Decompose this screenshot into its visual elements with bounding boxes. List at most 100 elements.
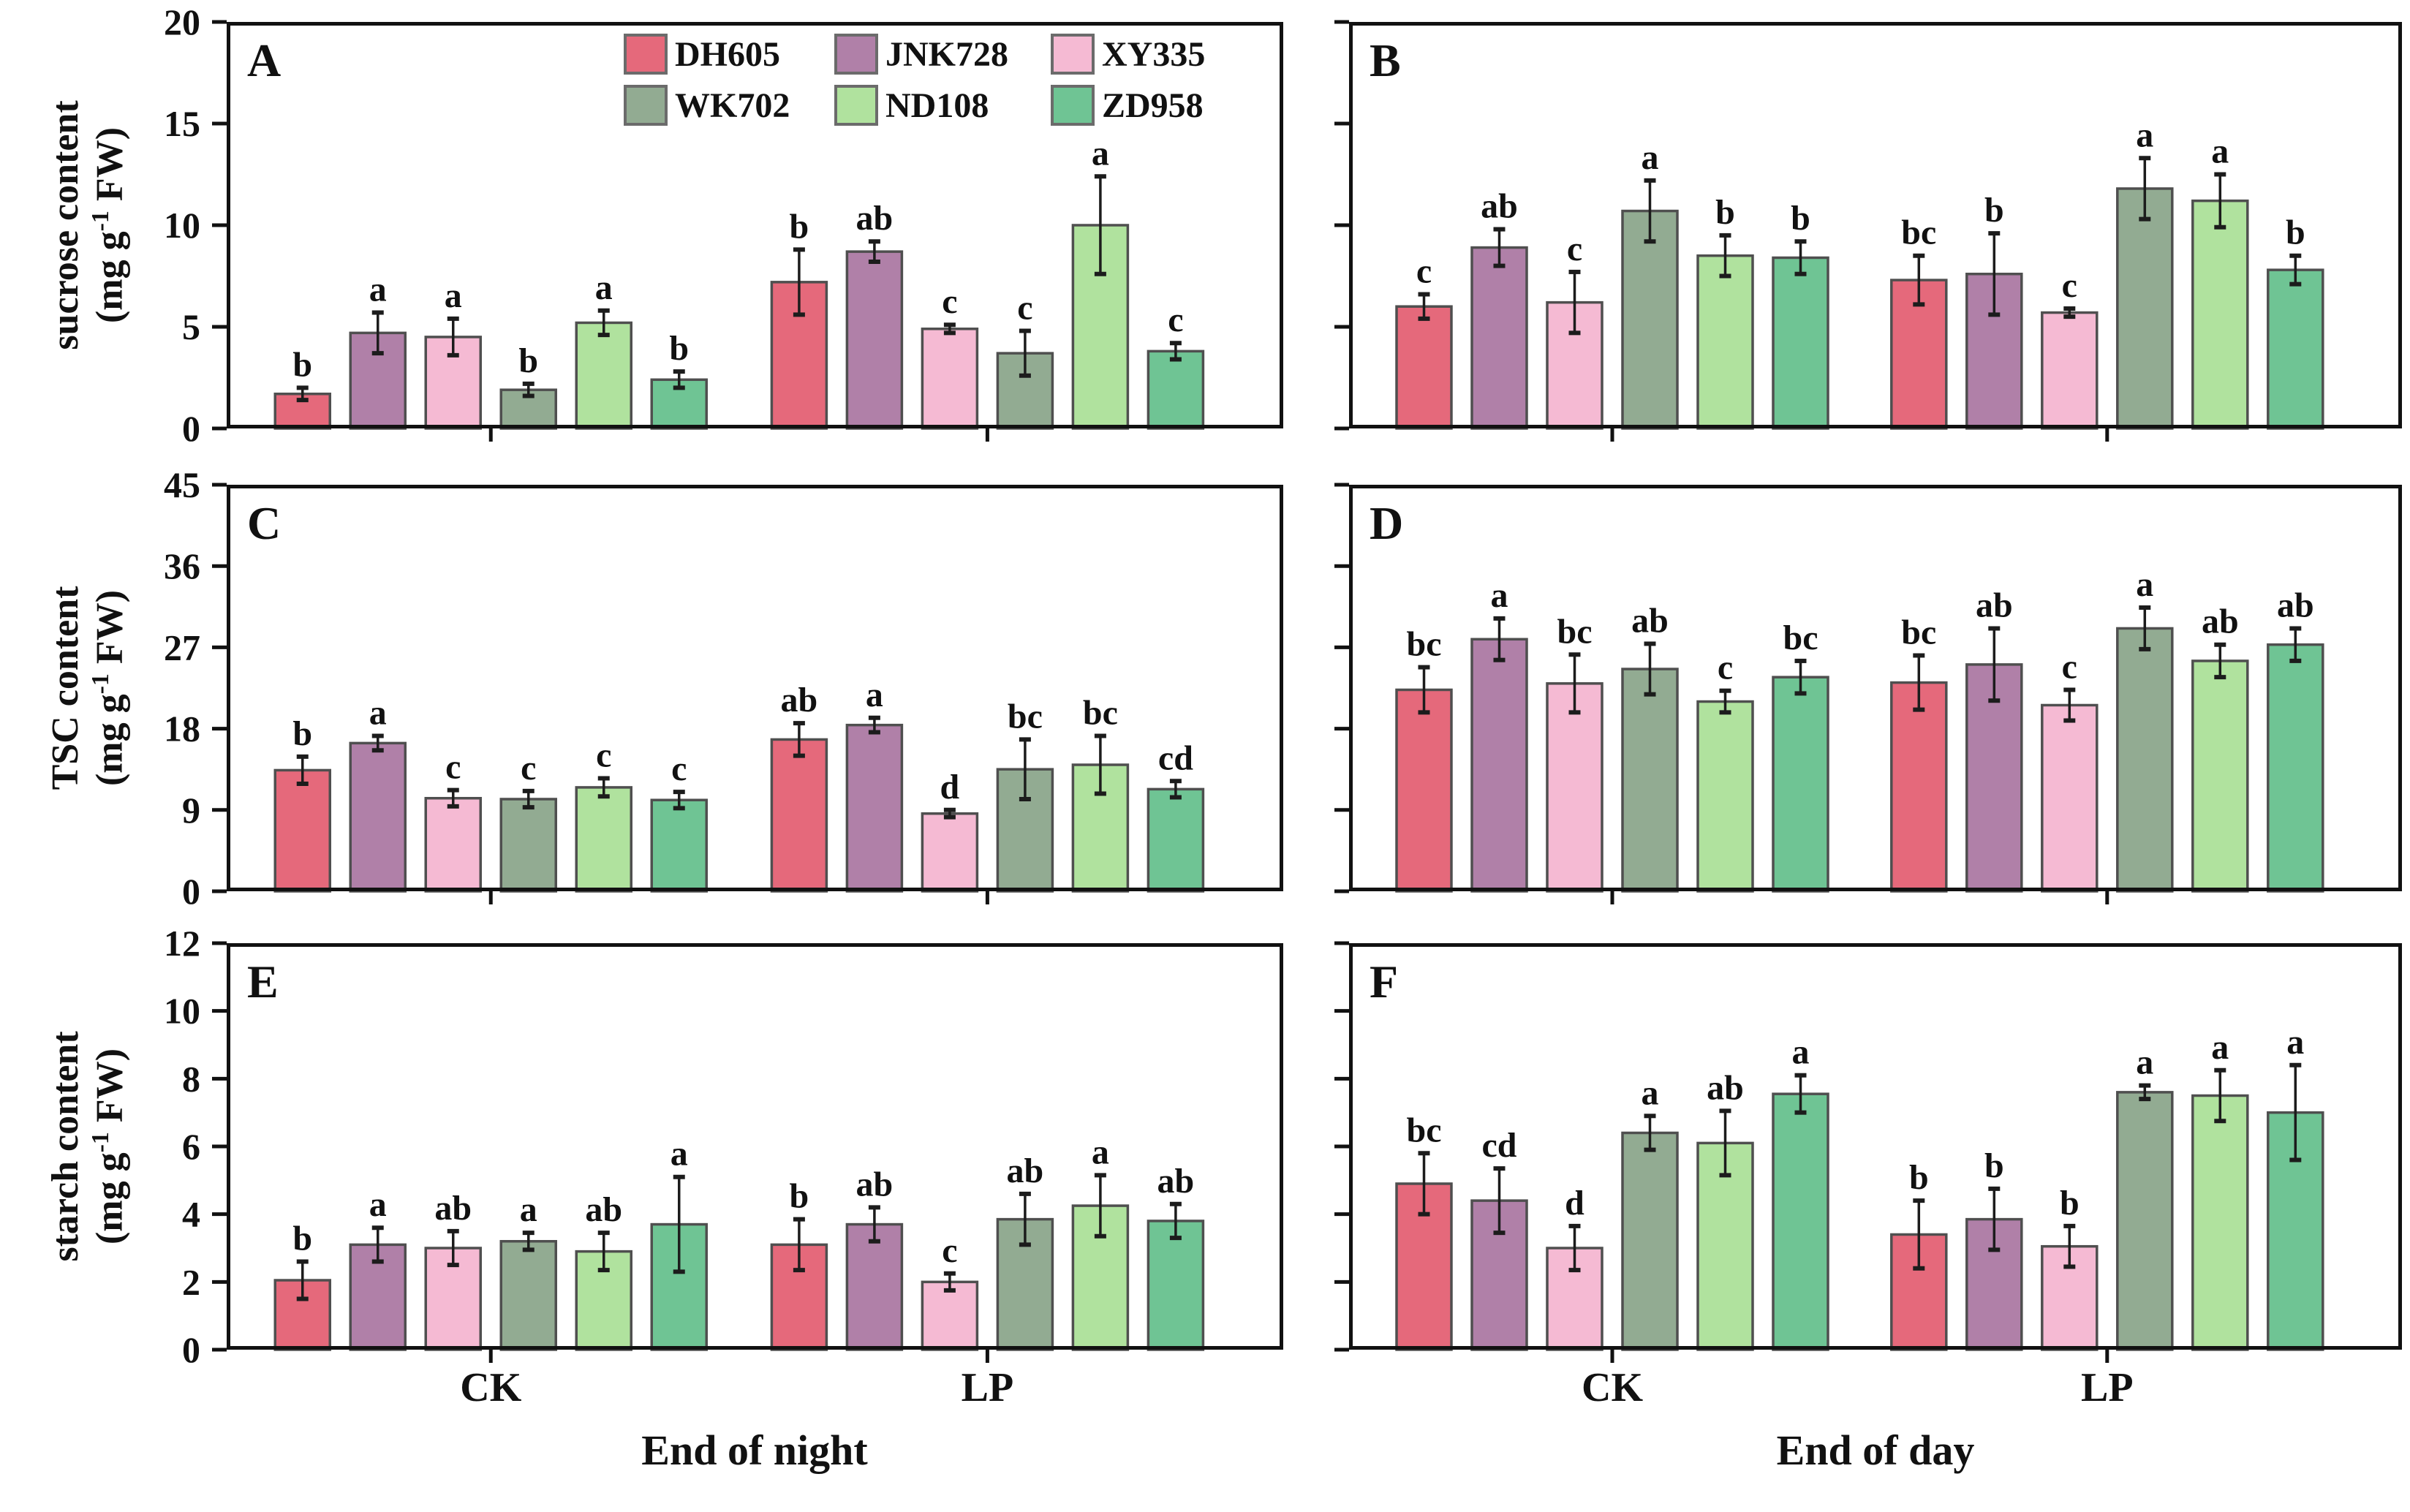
significance-letter: ab <box>1481 187 1518 226</box>
y-tick-label: 2 <box>182 1261 200 1302</box>
significance-letter: ab <box>1157 1162 1195 1201</box>
legend-swatch-WK702 <box>624 85 668 126</box>
panel-frame <box>227 22 1283 428</box>
significance-letter: c <box>942 1231 957 1270</box>
y-axis-label-sucrose: sucrose content (mg g-1 FW) <box>26 6 150 445</box>
legend-entry-DH605: DH605 <box>624 34 834 75</box>
bar-WK702-LP <box>2116 627 2174 893</box>
panel-frame <box>1349 22 2402 428</box>
significance-letter: b <box>1984 1146 2004 1185</box>
y-tick-label: 12 <box>164 923 200 964</box>
significance-letter: ab <box>1976 586 2013 624</box>
panel-letter-F: F <box>1370 956 1398 1008</box>
significance-letter: a <box>369 271 387 309</box>
panel-f-chart: CK bc cd d a ab a LP b b b a a a F <box>1334 941 2402 1410</box>
significance-letter: d <box>940 768 960 806</box>
y-tick-label: 8 <box>182 1058 200 1099</box>
significance-letter: a <box>1792 1033 1810 1072</box>
y-tick-label: 36 <box>164 545 200 586</box>
legend-swatch-DH605 <box>624 34 668 75</box>
bar-WK702-LP <box>2116 1091 2174 1351</box>
y-tick-label: 10 <box>164 205 200 246</box>
significance-letter: b <box>669 329 689 368</box>
bar-XY335-LP <box>921 812 979 893</box>
x-axis-title-right: End of day <box>1776 1426 1975 1474</box>
significance-letter: c <box>1168 300 1183 339</box>
panel-frame <box>1349 943 2402 1350</box>
significance-letter: b <box>1791 199 1810 238</box>
y-tick-label: 20 <box>164 1 200 42</box>
bar-ZD958-LP <box>2267 643 2324 893</box>
significance-letter: b <box>292 345 312 384</box>
bar-ND108-CK <box>1696 700 1754 893</box>
legend-label: ZD958 <box>1102 86 1204 125</box>
legend-label: DH605 <box>675 34 780 74</box>
legend-swatch-JNK728 <box>834 34 878 75</box>
significance-letter: ab <box>781 681 818 719</box>
bar-DH605-CK <box>1395 688 1453 893</box>
panel-c-chart: 0 9 18 27 36 45 b a c c c c ab a d bc bc cd C <box>164 464 1283 912</box>
significance-letter: bc <box>1083 693 1118 732</box>
y-tick-label: 18 <box>164 708 200 749</box>
bar-ZD958-LP <box>1147 349 1205 430</box>
group-label: LP <box>962 1365 1014 1410</box>
significance-letter: c <box>1567 230 1582 268</box>
significance-letter: a <box>2211 1028 2229 1067</box>
significance-letter: b <box>292 714 312 753</box>
bar-XY335-LP <box>921 328 979 430</box>
bar-ND108-CK <box>575 786 632 893</box>
y-tick-label: 27 <box>164 627 200 668</box>
y-tick-label: 45 <box>164 464 200 505</box>
significance-letter: c <box>521 749 536 787</box>
significance-letter: b <box>1909 1158 1929 1197</box>
significance-letter: ab <box>1007 1152 1044 1190</box>
bar-WK702-CK <box>499 1239 557 1351</box>
panel-e-chart: 0 2 4 6 8 10 12 CK b a ab a ab a LP b ab c ab a ab E <box>164 923 1283 1410</box>
significance-letter: c <box>2062 266 2077 305</box>
significance-letter: a <box>1092 134 1109 173</box>
significance-letter: b <box>2286 213 2305 252</box>
x-axis-title-left: End of night <box>641 1426 868 1474</box>
panel-letter-B: B <box>1370 34 1401 86</box>
significance-letter: b <box>790 207 809 246</box>
significance-letter: a <box>2136 565 2153 604</box>
significance-letter: ab <box>856 1165 894 1203</box>
y-axis-unit: (mg g-1 FW) <box>86 589 131 787</box>
significance-letter: bc <box>1901 213 1936 252</box>
legend-entry-WK702: WK702 <box>624 85 834 126</box>
significance-letter: cd <box>1482 1126 1517 1165</box>
bar-DH605-CK <box>273 768 331 893</box>
legend-label: JNK728 <box>885 34 1008 74</box>
significance-letter: c <box>1718 649 1733 687</box>
significance-letter: ab <box>2277 586 2314 624</box>
y-tick-label: 6 <box>182 1126 200 1167</box>
group-label: CK <box>1582 1365 1643 1410</box>
bar-ND108-LP <box>2191 1094 2249 1351</box>
bar-JNK728-LP <box>845 1222 904 1351</box>
legend-swatch-ND108 <box>834 85 878 126</box>
legend: DH605 JNK728 XY335 WK702 ND108 ZD958 <box>624 34 1270 126</box>
significance-letter: ab <box>1631 601 1669 640</box>
bar-XY335-CK <box>424 796 482 893</box>
legend-swatch-XY335 <box>1051 34 1095 75</box>
bar-JNK728-CK <box>349 741 407 893</box>
significance-letter: c <box>942 282 957 321</box>
y-tick-label: 10 <box>164 991 200 1032</box>
significance-letter: ab <box>585 1190 622 1229</box>
significance-letter: b <box>1715 193 1735 232</box>
bar-WK702-CK <box>1621 1131 1679 1351</box>
significance-letter: a <box>1092 1133 1109 1171</box>
bar-JNK728-CK <box>1470 638 1528 893</box>
bar-XY335-LP <box>2041 703 2099 893</box>
significance-letter: c <box>671 749 687 788</box>
legend-entry-JNK728: JNK728 <box>834 34 1051 75</box>
legend-label: WK702 <box>675 86 790 125</box>
bar-JNK728-CK <box>1470 246 1528 430</box>
group-label: LP <box>2081 1365 2134 1410</box>
bar-XY335-LP <box>2041 311 2099 430</box>
significance-letter: a <box>2136 116 2153 154</box>
group-label: CK <box>460 1365 521 1410</box>
